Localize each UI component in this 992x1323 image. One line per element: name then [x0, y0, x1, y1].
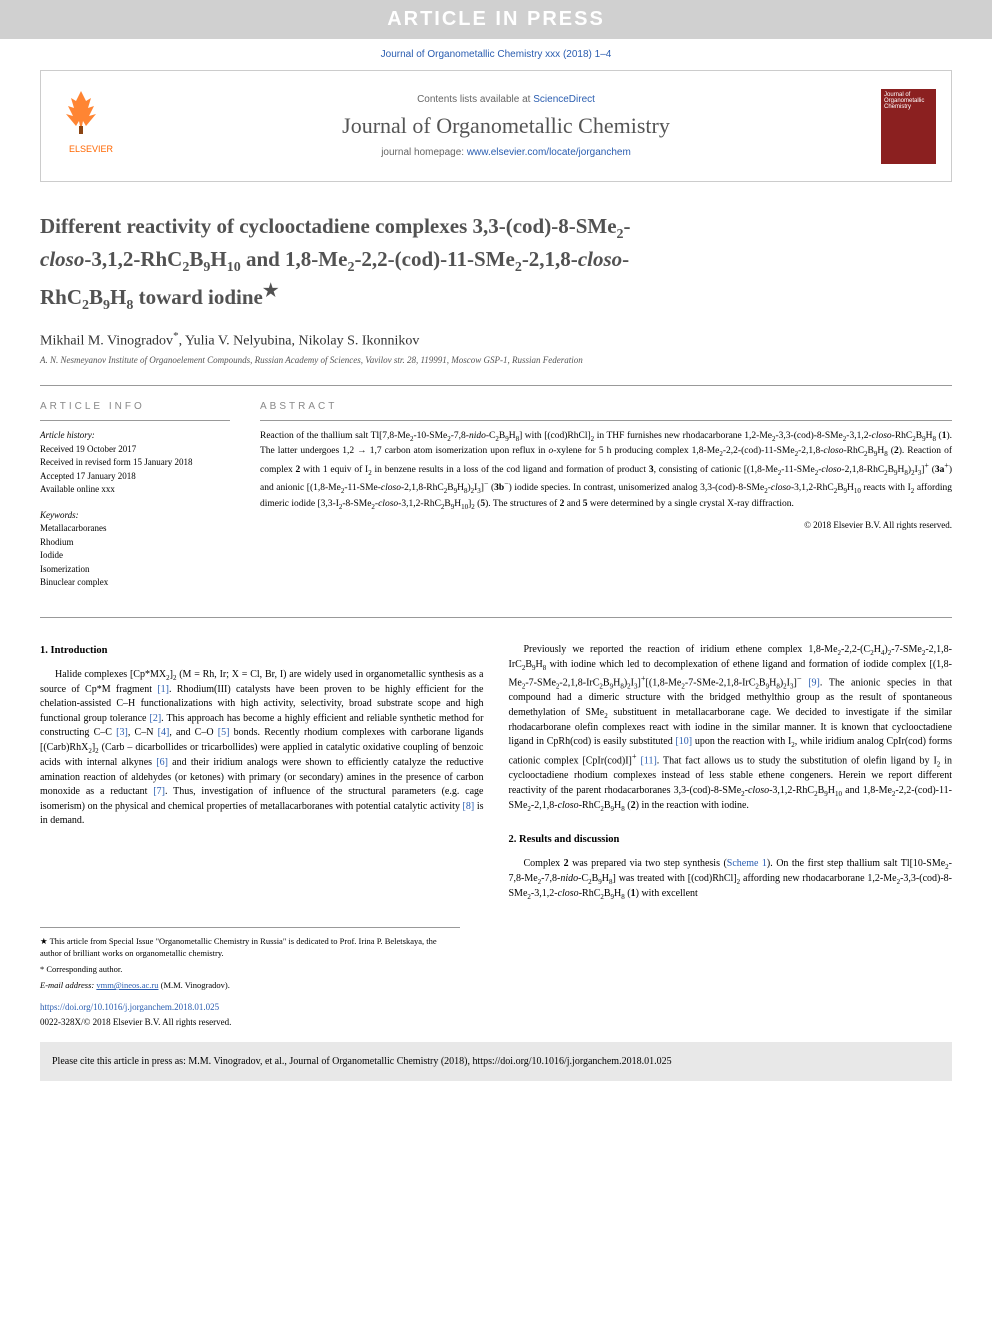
received-date: Received 19 October 2017 [40, 443, 230, 457]
footnote-corresponding: * Corresponding author. [40, 964, 460, 976]
corresponding-mark: * [173, 330, 179, 342]
article-title: Different reactivity of cyclooctadiene c… [40, 212, 952, 315]
scheme-1-link[interactable]: Scheme 1 [727, 858, 767, 869]
col2-paragraph-1: Previously we reported the reaction of i… [509, 643, 953, 814]
info-abstract-row: ARTICLE INFO Article history: Received 1… [40, 401, 952, 602]
elsevier-tree-icon [56, 86, 106, 136]
keywords-section: Keywords: Metallacarboranes Rhodium Iodi… [40, 509, 230, 590]
authors-line: Mikhail M. Vinogradov*, Yulia V. Nelyubi… [40, 330, 952, 350]
ref-8[interactable]: [8] [463, 801, 475, 812]
elsevier-logo: ELSEVIER [56, 86, 126, 166]
journal-name: Journal of Organometallic Chemistry [146, 113, 866, 139]
keyword-3: Iodide [40, 549, 230, 563]
email-label: E-mail address: [40, 980, 96, 990]
cover-text: Journal of Organometallic Chemistry [881, 89, 936, 113]
author-1: Mikhail M. Vinogradov [40, 334, 173, 349]
footnote-star: ★ This article from Special Issue "Organ… [40, 936, 460, 960]
revised-date: Received in revised form 15 January 2018 [40, 456, 230, 470]
journal-cover-thumbnail: Journal of Organometallic Chemistry [881, 89, 936, 164]
article-history: Article history: Received 19 October 201… [40, 429, 230, 497]
author-2: Yulia V. Nelyubina [185, 334, 291, 349]
ref-4[interactable]: [4] [158, 727, 170, 738]
history-label: Article history: [40, 429, 230, 443]
author-3: Nikolay S. Ikonnikov [298, 334, 419, 349]
ref-3[interactable]: [3] [116, 727, 128, 738]
sciencedirect-link[interactable]: ScienceDirect [533, 94, 595, 105]
accepted-date: Accepted 17 January 2018 [40, 470, 230, 484]
abstract-text: Reaction of the thallium salt Tl[7,8-Me2… [260, 429, 952, 512]
ref-6[interactable]: [6] [156, 757, 168, 768]
homepage-prefix: journal homepage: [381, 147, 467, 158]
intro-heading: 1. Introduction [40, 643, 484, 658]
title-footnote-star: ★ [263, 280, 279, 300]
abstract-header: ABSTRACT [260, 401, 952, 412]
info-divider [40, 420, 230, 421]
results-heading: 2. Results and discussion [509, 832, 953, 847]
column-left: 1. Introduction Halide complexes [Cp*MX2… [40, 643, 484, 903]
ref-10[interactable]: [10] [675, 736, 692, 747]
divider-bottom [40, 617, 952, 618]
contents-list-line: Contents lists available at ScienceDirec… [146, 94, 866, 105]
doi-line: https://doi.org/10.1016/j.jorganchem.201… [40, 1002, 952, 1012]
footnotes: ★ This article from Special Issue "Organ… [40, 927, 460, 992]
divider-top [40, 385, 952, 386]
abstract-copyright: © 2018 Elsevier B.V. All rights reserved… [260, 520, 952, 530]
article-info-column: ARTICLE INFO Article history: Received 1… [40, 401, 230, 602]
journal-header-box: ELSEVIER Contents lists available at Sci… [40, 70, 952, 182]
keyword-5: Binuclear complex [40, 576, 230, 590]
affiliation: A. N. Nesmeyanov Institute of Organoelem… [40, 355, 952, 365]
header-center: Contents lists available at ScienceDirec… [146, 94, 866, 158]
email-link[interactable]: vmm@ineos.ac.ru [96, 980, 158, 990]
ref-5[interactable]: [5] [218, 727, 230, 738]
article-info-header: ARTICLE INFO [40, 401, 230, 412]
keywords-label: Keywords: [40, 509, 230, 523]
article-in-press-banner: ARTICLE IN PRESS [0, 0, 992, 39]
abstract-column: ABSTRACT Reaction of the thallium salt T… [260, 401, 952, 602]
ref-7[interactable]: [7] [153, 786, 165, 797]
email-suffix: (M.M. Vinogradov). [158, 980, 229, 990]
homepage-link[interactable]: www.elsevier.com/locate/jorganchem [467, 147, 631, 158]
bottom-copyright: 0022-328X/© 2018 Elsevier B.V. All right… [40, 1017, 952, 1027]
body-two-column: 1. Introduction Halide complexes [Cp*MX2… [40, 643, 952, 903]
intro-paragraph-1: Halide complexes [Cp*MX2]2 (M = Rh, Ir; … [40, 668, 484, 829]
ref-2[interactable]: [2] [149, 713, 161, 724]
ref-9[interactable]: [9] [808, 677, 820, 688]
results-paragraph-1: Complex 2 was prepared via two step synt… [509, 857, 953, 902]
keyword-2: Rhodium [40, 536, 230, 550]
available-date: Available online xxx [40, 483, 230, 497]
keyword-1: Metallacarboranes [40, 522, 230, 536]
contents-prefix: Contents lists available at [417, 94, 533, 105]
ref-1[interactable]: [1] [157, 684, 169, 695]
journal-reference: Journal of Organometallic Chemistry xxx … [0, 39, 992, 70]
journal-homepage-line: journal homepage: www.elsevier.com/locat… [146, 147, 866, 158]
citation-box: Please cite this article in press as: M.… [40, 1042, 952, 1081]
footnote-email: E-mail address: vmm@ineos.ac.ru (M.M. Vi… [40, 980, 460, 992]
doi-link[interactable]: https://doi.org/10.1016/j.jorganchem.201… [40, 1002, 219, 1012]
ref-11[interactable]: [11] [641, 755, 657, 766]
column-right: Previously we reported the reaction of i… [509, 643, 953, 903]
elsevier-label: ELSEVIER [56, 144, 126, 154]
abstract-divider [260, 420, 952, 421]
keyword-4: Isomerization [40, 563, 230, 577]
